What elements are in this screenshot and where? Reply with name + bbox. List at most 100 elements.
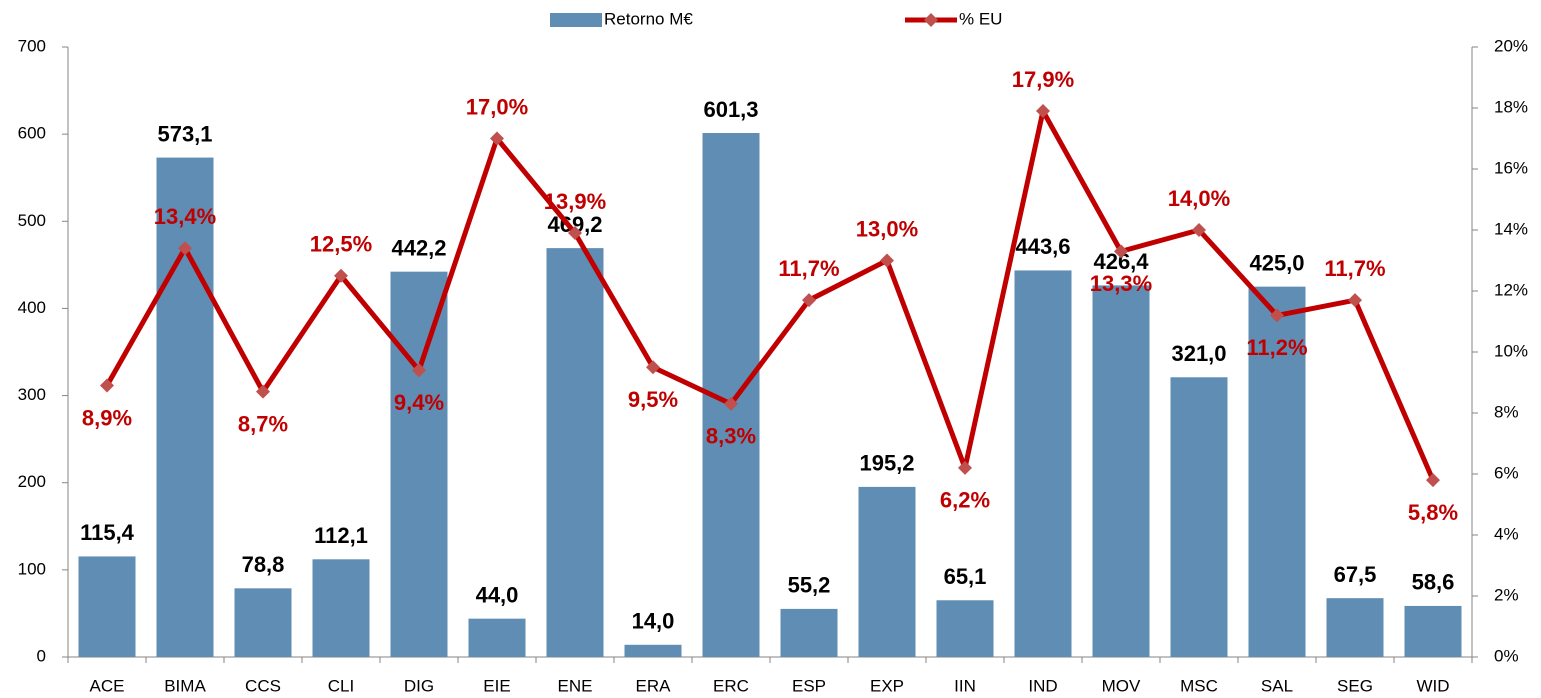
bar-value-label: 321,0	[1171, 341, 1226, 366]
line-marker	[568, 226, 582, 241]
bar	[312, 559, 370, 657]
y-tick-label: 500	[18, 211, 46, 230]
line-marker	[1114, 244, 1128, 259]
y2-tick-label: 8%	[1494, 402, 1519, 421]
line-marker	[256, 384, 270, 399]
y2-tick-label: 2%	[1494, 585, 1519, 604]
line-value-label: 17,0%	[466, 94, 528, 119]
y-tick-label: 700	[18, 36, 46, 55]
line-value-label: 8,9%	[82, 405, 132, 430]
line-value-label: 8,7%	[238, 411, 288, 436]
y2-tick-label: 18%	[1494, 97, 1528, 116]
x-tick-label: ERC	[713, 676, 749, 695]
bar	[1014, 270, 1072, 657]
line-value-label: 17,9%	[1012, 67, 1074, 92]
x-tick-label: DIG	[404, 676, 434, 695]
y2-tick-label: 0%	[1494, 646, 1519, 665]
bar-value-label: 14,0	[632, 609, 675, 634]
bar	[1404, 605, 1462, 657]
bar	[780, 608, 838, 657]
line-marker	[880, 253, 894, 268]
bar	[624, 644, 682, 657]
bar	[858, 486, 916, 657]
line-value-label: 13,3%	[1090, 271, 1152, 296]
line-marker	[100, 378, 114, 393]
line-marker	[802, 293, 816, 308]
x-tick-label: MOV	[1102, 676, 1141, 695]
bar-value-label: 195,2	[859, 451, 914, 476]
line-value-label: 9,4%	[394, 390, 444, 415]
y2-tick-label: 14%	[1494, 219, 1528, 238]
y-tick-label: 600	[18, 124, 46, 143]
legend-label: Retorno M€	[604, 9, 693, 28]
bar	[1170, 377, 1228, 657]
y-tick-label: 300	[18, 385, 46, 404]
bar-value-label: 601,3	[703, 97, 758, 122]
y-tick-label: 400	[18, 298, 46, 317]
line-value-label: 12,5%	[310, 232, 372, 257]
line-marker	[1348, 293, 1362, 308]
line-marker	[724, 396, 738, 411]
x-tick-label: CCS	[245, 676, 281, 695]
line-marker	[334, 268, 348, 283]
bar-value-label: 443,6	[1015, 234, 1070, 259]
line-marker	[490, 131, 504, 146]
bar	[78, 556, 136, 657]
bar	[468, 618, 526, 657]
line-marker	[1426, 473, 1440, 488]
line-value-label: 8,3%	[706, 424, 756, 449]
x-tick-label: IND	[1028, 676, 1057, 695]
x-tick-label: ENE	[558, 676, 593, 695]
x-tick-label: EXP	[870, 676, 904, 695]
bar-value-label: 44,0	[476, 582, 519, 607]
y-tick-label: 200	[18, 472, 46, 491]
line-value-label: 5,8%	[1408, 500, 1458, 525]
line-marker	[646, 360, 660, 375]
line-marker	[1270, 308, 1284, 323]
line-value-label: 13,9%	[544, 189, 606, 214]
line	[104, 108, 1436, 482]
x-tick-label: EIE	[483, 676, 510, 695]
line-marker	[1192, 223, 1206, 237]
y-tick-label: 100	[18, 559, 46, 578]
bar-value-label: 78,8	[242, 552, 285, 577]
legend-marker	[924, 13, 938, 27]
bar	[546, 248, 604, 657]
x-tick-label: SAL	[1261, 676, 1293, 695]
bar	[390, 271, 448, 657]
bar	[1092, 285, 1150, 657]
bar-value-label: 442,2	[391, 235, 446, 260]
x-tick-label: MSC	[1180, 676, 1218, 695]
bar	[936, 600, 994, 657]
bar	[1326, 598, 1384, 657]
y2-tick-label: 16%	[1494, 158, 1528, 177]
line-marker	[958, 460, 972, 475]
line-value-label: 9,5%	[628, 387, 678, 412]
bar-value-label: 115,4	[80, 520, 135, 545]
bar-value-label: 67,5	[1334, 562, 1377, 587]
line-value-label: 6,2%	[940, 488, 990, 513]
y2-tick-label: 20%	[1494, 36, 1528, 55]
bar-value-label: 573,1	[157, 121, 212, 146]
legend-label: % EU	[959, 9, 1002, 28]
x-tick-label: ERA	[636, 676, 672, 695]
line-value-label: 14,0%	[1168, 186, 1230, 211]
line-value-label: 11,7%	[778, 256, 839, 281]
bar	[1248, 286, 1306, 657]
line-value-label: 13,0%	[856, 216, 918, 241]
y2-tick-label: 10%	[1494, 341, 1528, 360]
x-tick-label: BIMA	[164, 676, 206, 695]
x-tick-label: CLI	[328, 676, 354, 695]
bar	[234, 588, 292, 657]
line-marker	[412, 363, 426, 378]
y2-tick-label: 6%	[1494, 463, 1519, 482]
bar	[156, 157, 214, 657]
y2-tick-label: 4%	[1494, 524, 1519, 543]
x-tick-label: IIN	[954, 676, 976, 695]
line-value-label: 11,2%	[1246, 335, 1307, 360]
line-marker	[1036, 104, 1050, 119]
line-marker	[178, 241, 192, 256]
bar-value-label: 55,2	[788, 573, 831, 598]
